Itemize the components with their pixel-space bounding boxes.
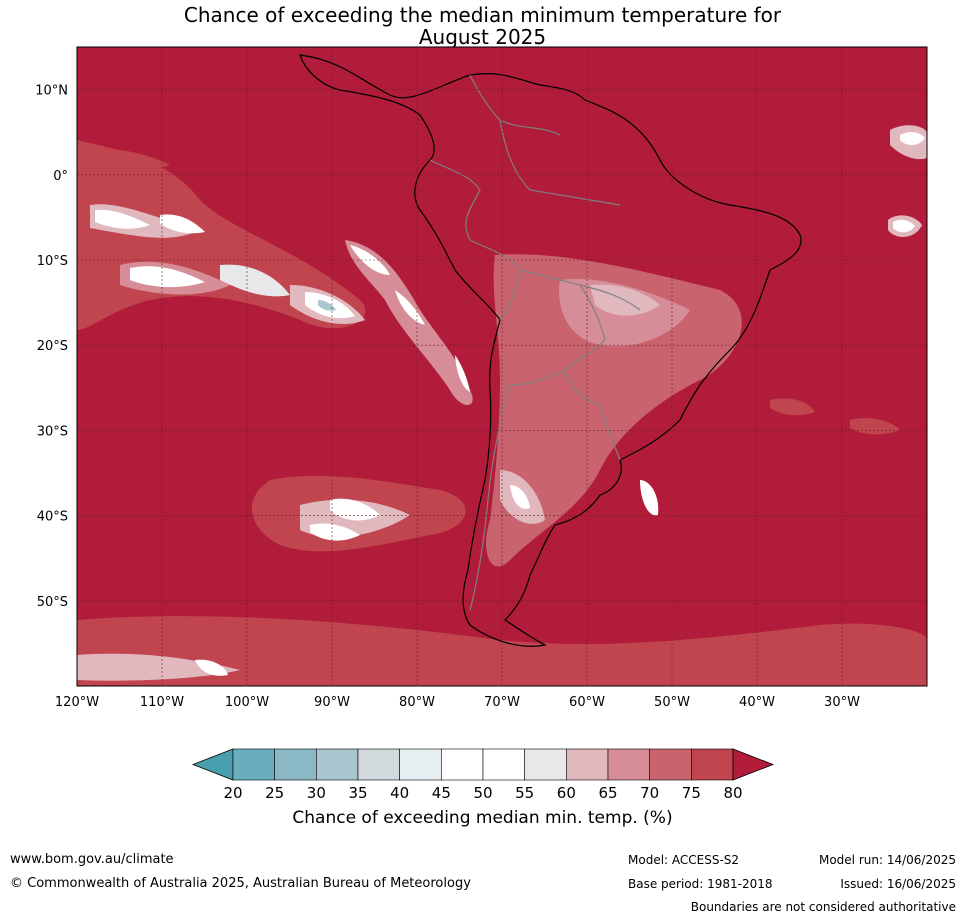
website-link[interactable]: www.bom.gov.au/climate — [10, 852, 174, 867]
colorbar-tick-label: 20 — [223, 784, 242, 802]
latitude-label: 50°S — [37, 595, 68, 610]
title-line-2: August 2025 — [418, 25, 547, 49]
colorbar-segment — [441, 748, 484, 781]
colorbar-tick-label: 40 — [390, 784, 409, 802]
colorbar-tick-label: 80 — [723, 784, 742, 802]
longitude-label: 120°W — [55, 695, 99, 710]
map-frame — [76, 46, 928, 687]
colorbar: 20 25 30 35 40 45 50 55 60 65 70 75 80 — [191, 748, 775, 802]
colorbar-above-max-arrow — [732, 748, 775, 781]
probability-contours — [77, 125, 927, 686]
colorbar-segment — [357, 748, 400, 781]
colorbar-tick-label: 55 — [515, 784, 534, 802]
latitude-label: 0° — [53, 169, 68, 184]
colorbar-tick-label: 75 — [682, 784, 701, 802]
colorbar-tick-label: 60 — [557, 784, 576, 802]
graticule — [77, 47, 927, 686]
latitude-labels: 10°N 0° 10°S 20°S 30°S 40°S 50°S — [35, 84, 68, 610]
colorbar-segment — [691, 748, 734, 781]
colorbar-segment — [649, 748, 692, 781]
latitude-label: 30°S — [37, 424, 68, 439]
latitude-label: 10°N — [35, 84, 68, 99]
base-period-text: Base period: 1981-2018 — [628, 877, 773, 891]
national-borders — [429, 74, 641, 611]
coastline — [299, 54, 802, 647]
colorbar-label: Chance of exceeding median min. temp. (%… — [292, 808, 673, 828]
colorbar-segment — [232, 748, 275, 781]
colorbar-segment — [274, 748, 317, 781]
colorbar-segment — [399, 748, 442, 781]
colorbar-segment — [607, 748, 650, 781]
model-text: Model: ACCESS-S2 — [628, 853, 740, 867]
longitude-label: 60°W — [569, 695, 605, 710]
copyright-text: © Commonwealth of Australia 2025, Austra… — [10, 876, 471, 891]
disclaimer-text: Boundaries are not considered authoritat… — [690, 900, 956, 914]
longitude-label: 70°W — [484, 695, 520, 710]
colorbar-tick-label: 50 — [473, 784, 492, 802]
colorbar-segment — [524, 748, 567, 781]
latitude-label: 20°S — [37, 339, 68, 354]
colorbar-below-min-arrow — [191, 748, 234, 781]
colorbar-tick-label: 70 — [640, 784, 659, 802]
colorbar-segment — [566, 748, 609, 781]
issued-text: Issued: 16/06/2025 — [840, 877, 956, 891]
colorbar-tick-label: 65 — [598, 784, 617, 802]
latitude-label: 40°S — [37, 510, 68, 525]
longitude-label: 100°W — [225, 695, 269, 710]
chart-title: Chance of exceeding the median minimum t… — [0, 4, 965, 48]
longitude-label: 50°W — [654, 695, 690, 710]
longitude-label: 110°W — [140, 695, 184, 710]
longitude-label: 30°W — [824, 695, 860, 710]
latitude-label: 10°S — [37, 254, 68, 269]
title-line-1: Chance of exceeding the median minimum t… — [183, 3, 782, 27]
longitude-labels: 120°W 110°W 100°W 90°W 80°W 70°W 60°W 50°W 40°W 3… — [55, 695, 860, 710]
longitude-label: 80°W — [399, 695, 435, 710]
colorbar-tick-label: 35 — [348, 784, 367, 802]
colorbar-tick-label: 45 — [432, 784, 451, 802]
colorbar-tick-label: 25 — [265, 784, 284, 802]
longitude-label: 40°W — [739, 695, 775, 710]
colorbar-tick-label: 30 — [307, 784, 326, 802]
colorbar-segment — [316, 748, 359, 781]
model-run-text: Model run: 14/06/2025 — [818, 853, 956, 867]
longitude-label: 90°W — [314, 695, 350, 710]
colorbar-segment — [482, 748, 525, 781]
